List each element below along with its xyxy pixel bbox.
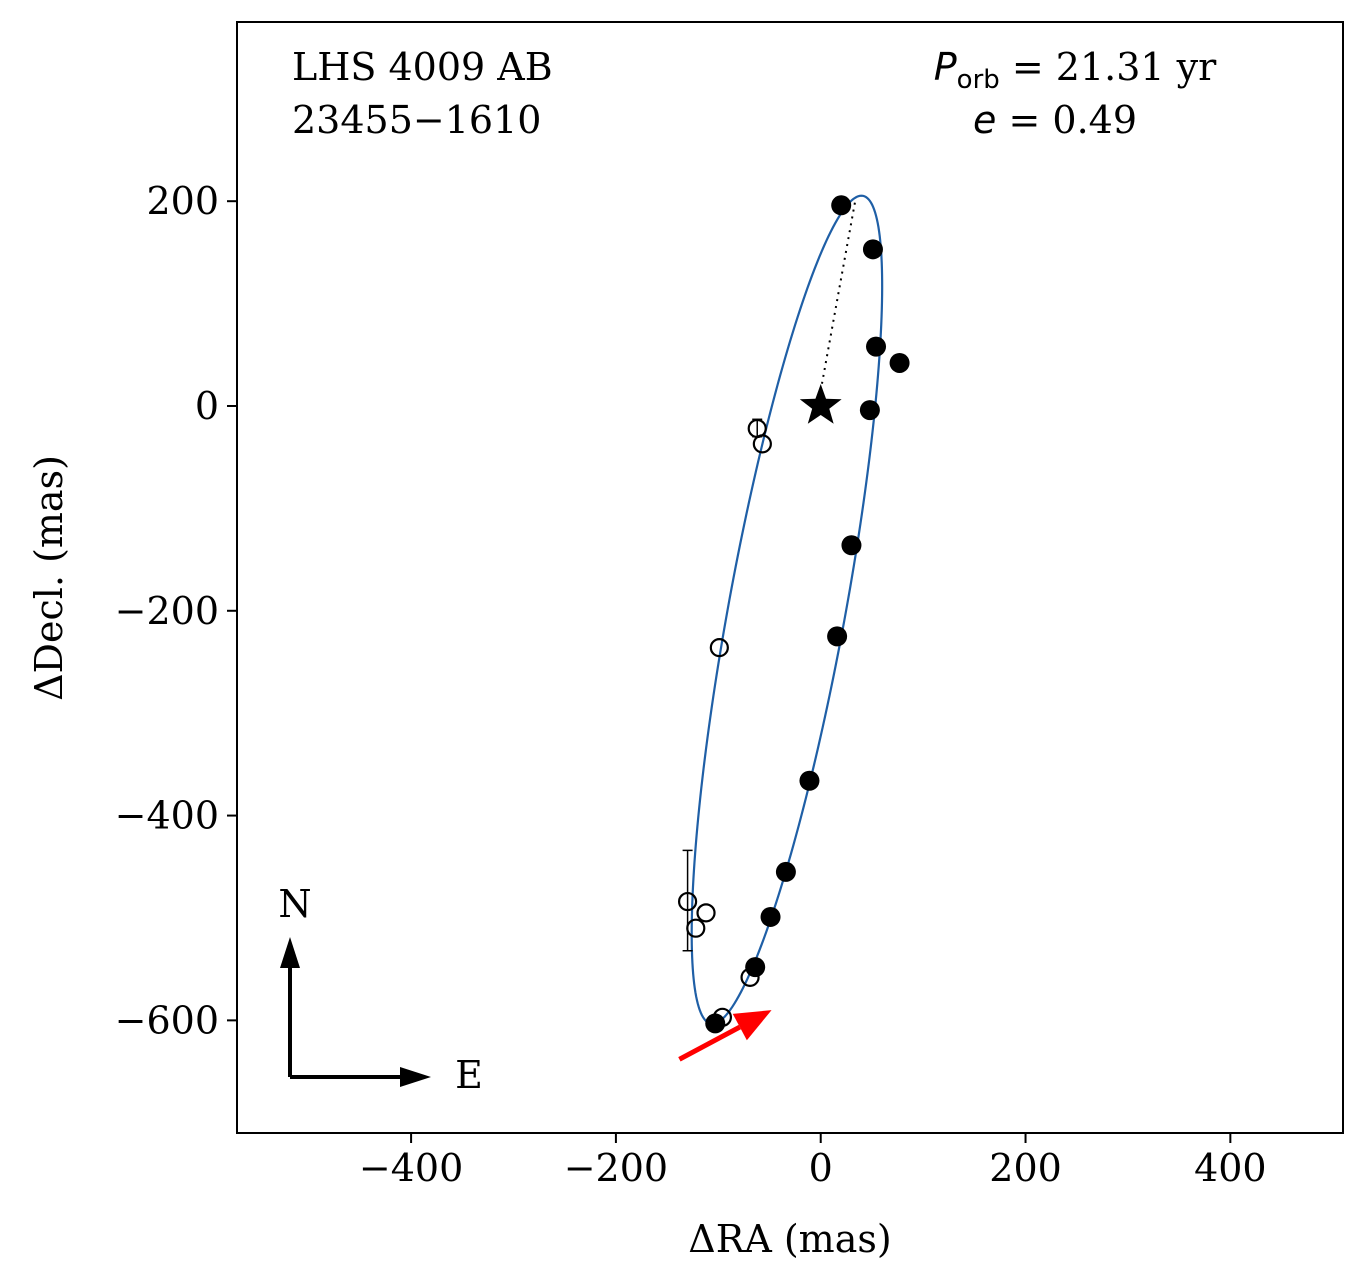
data-layer (677, 194, 910, 1062)
period-symbol: P (934, 45, 957, 89)
filled-data-point (760, 906, 781, 927)
period-value: = 21.31 yr (1000, 45, 1217, 89)
period-label: Porb = 21.31 yr (934, 45, 1217, 95)
x-axis-label: ΔRA (mas) (688, 1217, 891, 1261)
periastron-line (819, 198, 857, 391)
open-data-point (740, 967, 760, 987)
filled-data-point (827, 626, 848, 647)
filled-data-point (866, 336, 887, 357)
x-tick-label: 200 (989, 1146, 1062, 1190)
filled-data-point (831, 195, 852, 216)
primary-star-marker (799, 383, 842, 424)
eccentricity-label: e = 0.49 (973, 98, 1137, 142)
motion-arrow-head (732, 1010, 772, 1041)
x-tick-label: −400 (359, 1146, 463, 1190)
filled-data-point (889, 352, 910, 373)
system-id-label: 23455−1610 (292, 98, 541, 142)
y-tick-label: 200 (146, 179, 219, 223)
x-tick-label: 400 (1194, 1146, 1267, 1190)
open-data-point (752, 434, 772, 454)
x-tick-label: −200 (564, 1146, 668, 1190)
x-tick-label: 0 (809, 1146, 833, 1190)
y-axis-label: ΔDecl. (mas) (27, 455, 71, 701)
compass: N E (278, 882, 483, 1097)
open-data-point (709, 638, 729, 658)
motion-arrow-shaft (678, 1024, 741, 1062)
axis-ticks: −400 −200 0 200 400 200 0 −200 −400 −600 (115, 179, 1267, 1190)
period-subscript: orb (957, 65, 1000, 95)
filled-data-point (799, 770, 820, 791)
filled-data-point (745, 957, 766, 978)
y-tick-label: −200 (115, 589, 219, 633)
filled-data-point (775, 861, 796, 882)
filled-data-point (841, 535, 862, 556)
plot-area (236, 21, 1344, 1134)
system-name-label: LHS 4009 AB (292, 45, 553, 89)
eccentricity-value: = 0.49 (996, 98, 1137, 142)
y-tick-label: −600 (115, 998, 219, 1042)
compass-east-label: E (455, 1053, 483, 1097)
y-tick-label: 0 (195, 384, 219, 428)
open-data-point (712, 1007, 733, 1027)
y-tick-label: −400 (115, 794, 219, 838)
open-data-point (696, 903, 716, 923)
filled-data-point (862, 239, 883, 260)
eccentricity-symbol: e (973, 98, 996, 142)
compass-east-arrowhead (400, 1067, 431, 1087)
filled-data-point (859, 400, 880, 421)
open-data-point (686, 918, 706, 938)
open-data-point (677, 891, 698, 912)
compass-north-arrowhead (280, 937, 300, 968)
compass-north-label: N (278, 882, 311, 926)
